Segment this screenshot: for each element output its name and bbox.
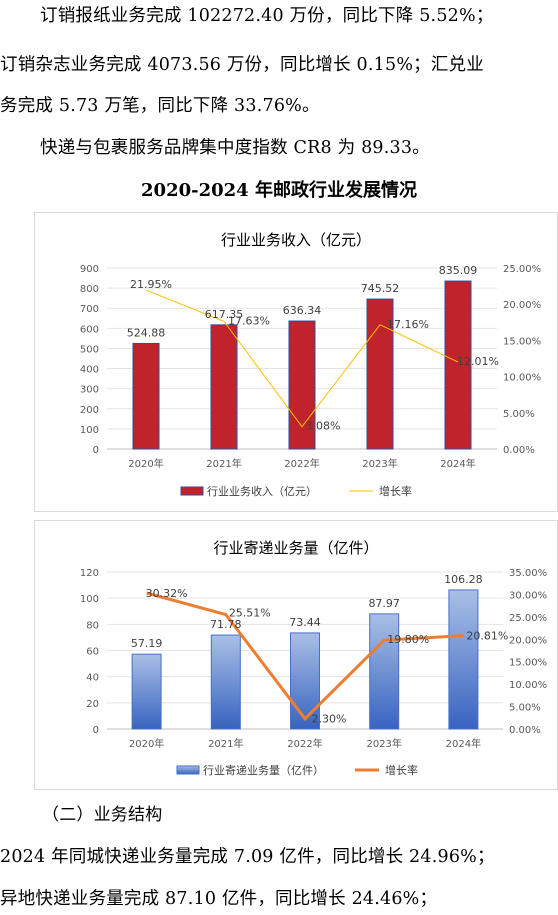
right-axis-tick-label: 0.00% xyxy=(503,445,535,456)
growth-rate-line xyxy=(145,289,459,428)
right-axis-tick-label: 25.00% xyxy=(509,613,547,624)
growth-rate-data-label: 17.63% xyxy=(228,314,270,327)
x-axis-tick-label: 2023年 xyxy=(362,457,397,470)
right-axis-tick-label: 10.00% xyxy=(503,373,541,384)
bar xyxy=(210,634,241,730)
right-axis-tick-label: 30.00% xyxy=(509,590,547,601)
right-axis-tick-label: 15.00% xyxy=(503,336,541,347)
bar xyxy=(444,280,472,450)
right-axis-tick-label: 5.00% xyxy=(509,703,541,714)
right-axis-tick-label: 10.00% xyxy=(509,680,547,691)
volume-chart: 行业寄递业务量（亿件） 0 20 40 60 80 100 120 0.00% 5.00% 10.0… xyxy=(80,539,547,777)
growth-rate-line xyxy=(146,591,464,721)
left-axis-tick-label: 20 xyxy=(86,699,99,710)
legend-label-bar: 行业寄递业务量（亿件） xyxy=(203,763,324,777)
left-axis-tick-label: 0 xyxy=(93,445,99,456)
x-axis-tick-label: 2020年 xyxy=(128,457,163,470)
growth-rate-data-label: 19.80% xyxy=(387,633,429,646)
bar xyxy=(288,320,316,450)
x-axis-tick-label: 2021年 xyxy=(208,737,243,750)
right-axis-tick-label: 25.00% xyxy=(503,264,541,275)
bar xyxy=(132,342,160,450)
x-axis-tick-label: 2024年 xyxy=(446,737,481,750)
bar xyxy=(290,632,320,730)
chart-title: 行业寄递业务量（亿件） xyxy=(213,539,378,557)
bar xyxy=(369,613,400,730)
left-axis-tick-label: 0 xyxy=(93,725,99,736)
bar-data-label: 617.35 xyxy=(205,308,244,321)
x-axis-tick-label: 2022年 xyxy=(287,737,322,750)
growth-rate-data-label: 21.95% xyxy=(130,278,172,291)
growth-rate-data-label: 20.81% xyxy=(466,630,508,643)
bar xyxy=(448,589,479,730)
left-axis-tick-label: 800 xyxy=(80,284,99,295)
right-axis-tick-label: 5.00% xyxy=(503,409,535,420)
growth-rate-data-label: 12.01% xyxy=(457,355,499,368)
left-axis-tick-label: 120 xyxy=(80,568,99,579)
growth-rate-data-label: 17.16% xyxy=(387,318,429,331)
revenue-chart: 行业业务收入（亿元） 0 100 200 300 400 500 600 700 800 900 0.… xyxy=(80,231,541,498)
left-axis-tick-label: 400 xyxy=(80,365,99,376)
bar xyxy=(131,653,162,730)
growth-rate-data-label: 2.30% xyxy=(312,713,347,726)
left-axis-tick-label: 900 xyxy=(80,264,99,275)
bar-data-label: 71.78 xyxy=(210,618,242,631)
legend-label-line: 增长率 xyxy=(385,763,418,777)
bar-data-label: 87.97 xyxy=(368,597,400,610)
subsection-title: （二）业务结构 xyxy=(42,805,163,825)
x-axis-tick-label: 2020年 xyxy=(129,737,164,750)
paragraph-magazine: 订销杂志业务完成 4073.56 万份，同比增长 0.15%；汇兑业 xyxy=(0,55,484,75)
bar xyxy=(210,324,238,450)
left-axis-tick-label: 40 xyxy=(86,673,99,684)
chart-panel-revenue: 行业业务收入（亿元） 0 100 200 300 400 500 600 700 800 900 0.… xyxy=(34,212,558,512)
paragraph-cr8: 快递与包裹服务品牌集中度指数 CR8 为 89.33。 xyxy=(40,138,430,158)
legend-label-bar: 行业业务收入（亿元） xyxy=(207,484,317,498)
bar-data-label: 835.09 xyxy=(439,264,478,277)
bar-data-label: 524.88 xyxy=(127,326,166,339)
growth-rate-data-label: 3.08% xyxy=(306,420,341,433)
bar-data-label: 57.19 xyxy=(131,637,163,650)
left-axis-tick-label: 200 xyxy=(80,405,99,416)
chart-panel-volume: 行业寄递业务量（亿件） 0 20 40 60 80 100 120 0.00% 5.00% 10.0… xyxy=(34,520,558,790)
left-axis-tick-label: 100 xyxy=(80,425,99,436)
bar-data-label: 745.52 xyxy=(361,282,400,295)
right-axis-tick-label: 35.00% xyxy=(509,568,547,579)
right-axis-tick-label: 20.00% xyxy=(509,635,547,646)
right-axis-tick-label: 20.00% xyxy=(503,300,541,311)
paragraph-remittance: 务完成 5.73 万笔，同比下降 33.76%。 xyxy=(0,96,320,116)
paragraph-intercity: 异地快递业务量完成 87.10 亿件，同比增长 24.46%； xyxy=(0,889,438,909)
left-axis-tick-label: 700 xyxy=(80,304,99,315)
growth-rate-data-label: 30.32% xyxy=(146,587,188,600)
x-axis-tick-label: 2021年 xyxy=(206,457,241,470)
left-axis-tick-label: 100 xyxy=(80,594,99,605)
legend-swatch-bar xyxy=(180,486,204,496)
paragraph-newspaper: 订销报纸业务完成 102272.40 万份，同比下降 5.52%； xyxy=(40,6,494,26)
right-axis-tick-label: 15.00% xyxy=(509,658,547,669)
legend-swatch-bar xyxy=(176,765,200,775)
left-axis-tick-label: 80 xyxy=(86,620,99,631)
section-title: 2020-2024 年邮政行业发展情况 xyxy=(141,180,417,201)
bar xyxy=(366,298,394,450)
x-axis-tick-label: 2022年 xyxy=(284,457,319,470)
left-axis-tick-label: 500 xyxy=(80,344,99,355)
legend-label-line: 增长率 xyxy=(379,484,412,498)
chart-title: 行业业务收入（亿元） xyxy=(221,231,371,249)
left-axis-tick-label: 600 xyxy=(80,324,99,335)
right-axis-tick-label: 0.00% xyxy=(509,725,541,736)
paragraph-intracity: 2024 年同城快递业务量完成 7.09 亿件，同比增长 24.96%； xyxy=(0,847,495,867)
x-axis-tick-label: 2024年 xyxy=(440,457,475,470)
bar-data-label: 73.44 xyxy=(289,616,321,629)
x-axis-tick-label: 2023年 xyxy=(366,737,401,750)
left-axis-tick-label: 300 xyxy=(80,385,99,396)
bar-data-label: 106.28 xyxy=(444,573,483,586)
bar-data-label: 636.34 xyxy=(283,304,322,317)
growth-rate-data-label: 25.51% xyxy=(229,607,271,620)
left-axis-tick-label: 60 xyxy=(86,647,99,658)
